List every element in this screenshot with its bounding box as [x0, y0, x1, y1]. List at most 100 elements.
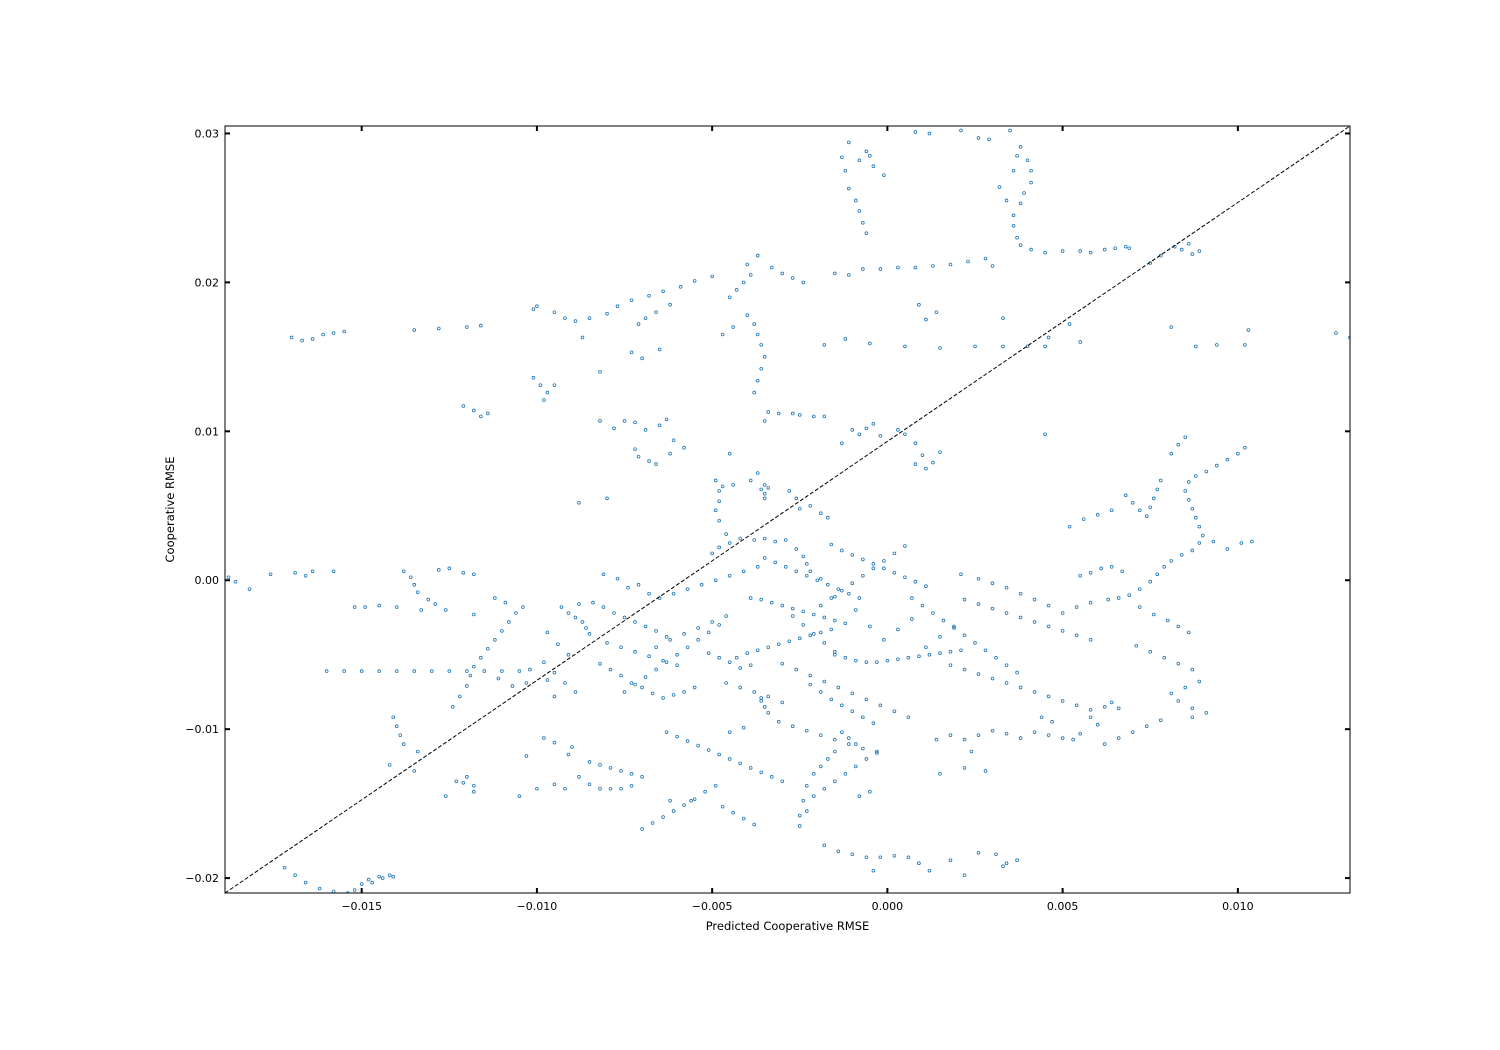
- plot-frame: [224, 125, 1351, 894]
- data-point: [580, 335, 585, 340]
- data-point: [847, 186, 851, 191]
- data-point: [605, 640, 609, 645]
- data-point: [643, 624, 648, 629]
- data-point: [696, 626, 700, 630]
- y-tick-label: 0.03: [195, 127, 220, 140]
- data-point: [917, 654, 921, 658]
- data-point: [822, 615, 827, 620]
- data-point: [861, 221, 865, 225]
- data-point: [482, 669, 487, 673]
- data-point: [1004, 585, 1009, 590]
- data-point: [847, 140, 851, 145]
- data-point: [1001, 344, 1005, 349]
- data-point: [675, 663, 679, 667]
- data-point: [1102, 247, 1107, 252]
- data-point: [913, 441, 918, 446]
- data-point: [794, 667, 799, 672]
- data-point: [380, 876, 385, 880]
- data-point: [762, 536, 767, 541]
- data-point: [1151, 496, 1156, 501]
- data-point: [871, 422, 876, 426]
- data-point: [864, 757, 869, 761]
- data-point: [752, 822, 757, 827]
- data-point: [741, 569, 746, 574]
- data-point: [633, 682, 637, 687]
- data-point: [608, 786, 613, 791]
- data-point: [1334, 331, 1338, 335]
- data-point: [1029, 168, 1033, 173]
- data-point: [882, 566, 886, 571]
- data-point: [818, 603, 823, 608]
- data-point: [861, 746, 865, 751]
- data-point: [804, 728, 809, 733]
- data-point: [969, 749, 974, 754]
- data-point: [769, 600, 774, 605]
- data-point: [377, 669, 382, 673]
- data-point: [906, 655, 911, 660]
- data-point: [910, 596, 914, 600]
- data-point: [847, 273, 851, 277]
- data-point: [612, 611, 616, 615]
- data-point: [1162, 565, 1167, 569]
- data-point: [748, 596, 753, 600]
- data-point: [619, 645, 623, 650]
- data-point: [1074, 633, 1079, 638]
- data-point: [1225, 547, 1230, 551]
- data-point: [1190, 667, 1195, 672]
- data-point: [552, 694, 557, 699]
- data-point: [769, 265, 774, 270]
- data-point: [748, 478, 753, 483]
- data-point: [598, 419, 602, 423]
- data-point: [983, 256, 988, 261]
- data-point: [465, 325, 469, 329]
- data-point: [762, 705, 767, 709]
- data-point: [987, 137, 991, 142]
- data-point: [801, 798, 806, 803]
- data-point: [833, 749, 837, 754]
- data-point: [587, 632, 592, 636]
- data-point: [1183, 435, 1188, 440]
- data-point: [847, 742, 851, 746]
- data-point: [811, 612, 816, 617]
- data-point: [1060, 699, 1065, 703]
- data-point: [458, 694, 462, 699]
- data-point: [545, 630, 550, 635]
- data-point: [324, 669, 329, 673]
- data-point: [797, 636, 802, 641]
- data-point: [675, 652, 679, 657]
- data-point: [731, 810, 735, 815]
- data-point: [1018, 145, 1023, 149]
- data-point: [479, 655, 483, 660]
- data-point: [731, 483, 735, 487]
- data-point: [1123, 244, 1128, 249]
- data-point: [1046, 694, 1051, 699]
- data-point: [752, 690, 757, 694]
- data-point: [952, 624, 956, 629]
- data-point: [1186, 480, 1191, 484]
- data-point: [517, 669, 522, 673]
- data-point: [794, 547, 799, 551]
- data-point: [825, 757, 830, 761]
- data-point: [517, 794, 522, 798]
- data-point: [1148, 579, 1153, 584]
- data-point: [247, 587, 252, 591]
- data-point: [822, 414, 827, 419]
- data-point: [1165, 618, 1170, 623]
- data-point: [1018, 591, 1023, 596]
- data-point: [622, 690, 627, 694]
- data-point: [692, 685, 697, 690]
- data-point: [528, 667, 532, 672]
- data-point: [1099, 566, 1103, 571]
- data-point: [636, 322, 641, 326]
- data-point: [447, 566, 452, 571]
- data-point: [752, 390, 757, 395]
- data-point: [713, 578, 718, 583]
- data-point: [759, 597, 764, 602]
- data-point: [783, 538, 788, 542]
- data-point: [818, 511, 823, 516]
- data-point: [1169, 559, 1174, 563]
- x-axis: −0.015 −0.010 −0.005 0.000 0.005 0.010: [341, 126, 1254, 913]
- data-point: [479, 414, 483, 419]
- data-point: [847, 736, 851, 740]
